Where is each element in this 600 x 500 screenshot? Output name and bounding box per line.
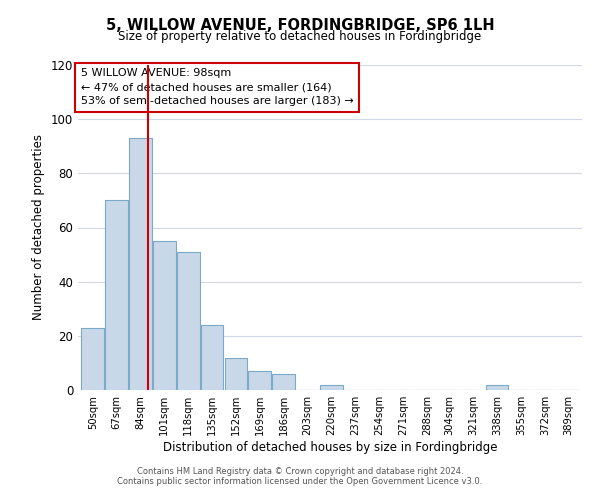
- Bar: [320, 384, 343, 390]
- Bar: [224, 358, 247, 390]
- Y-axis label: Number of detached properties: Number of detached properties: [32, 134, 45, 320]
- X-axis label: Distribution of detached houses by size in Fordingbridge: Distribution of detached houses by size …: [163, 441, 497, 454]
- Bar: [129, 138, 152, 390]
- Bar: [153, 241, 176, 390]
- Text: 5 WILLOW AVENUE: 98sqm
← 47% of detached houses are smaller (164)
53% of semi-de: 5 WILLOW AVENUE: 98sqm ← 47% of detached…: [80, 68, 353, 106]
- Text: Size of property relative to detached houses in Fordingbridge: Size of property relative to detached ho…: [118, 30, 482, 43]
- Bar: [248, 371, 271, 390]
- Bar: [177, 252, 200, 390]
- Bar: [105, 200, 128, 390]
- Text: Contains public sector information licensed under the Open Government Licence v3: Contains public sector information licen…: [118, 477, 482, 486]
- Text: 5, WILLOW AVENUE, FORDINGBRIDGE, SP6 1LH: 5, WILLOW AVENUE, FORDINGBRIDGE, SP6 1LH: [106, 18, 494, 32]
- Bar: [201, 325, 223, 390]
- Bar: [82, 328, 104, 390]
- Bar: [485, 384, 508, 390]
- Bar: [272, 374, 295, 390]
- Text: Contains HM Land Registry data © Crown copyright and database right 2024.: Contains HM Land Registry data © Crown c…: [137, 467, 463, 476]
